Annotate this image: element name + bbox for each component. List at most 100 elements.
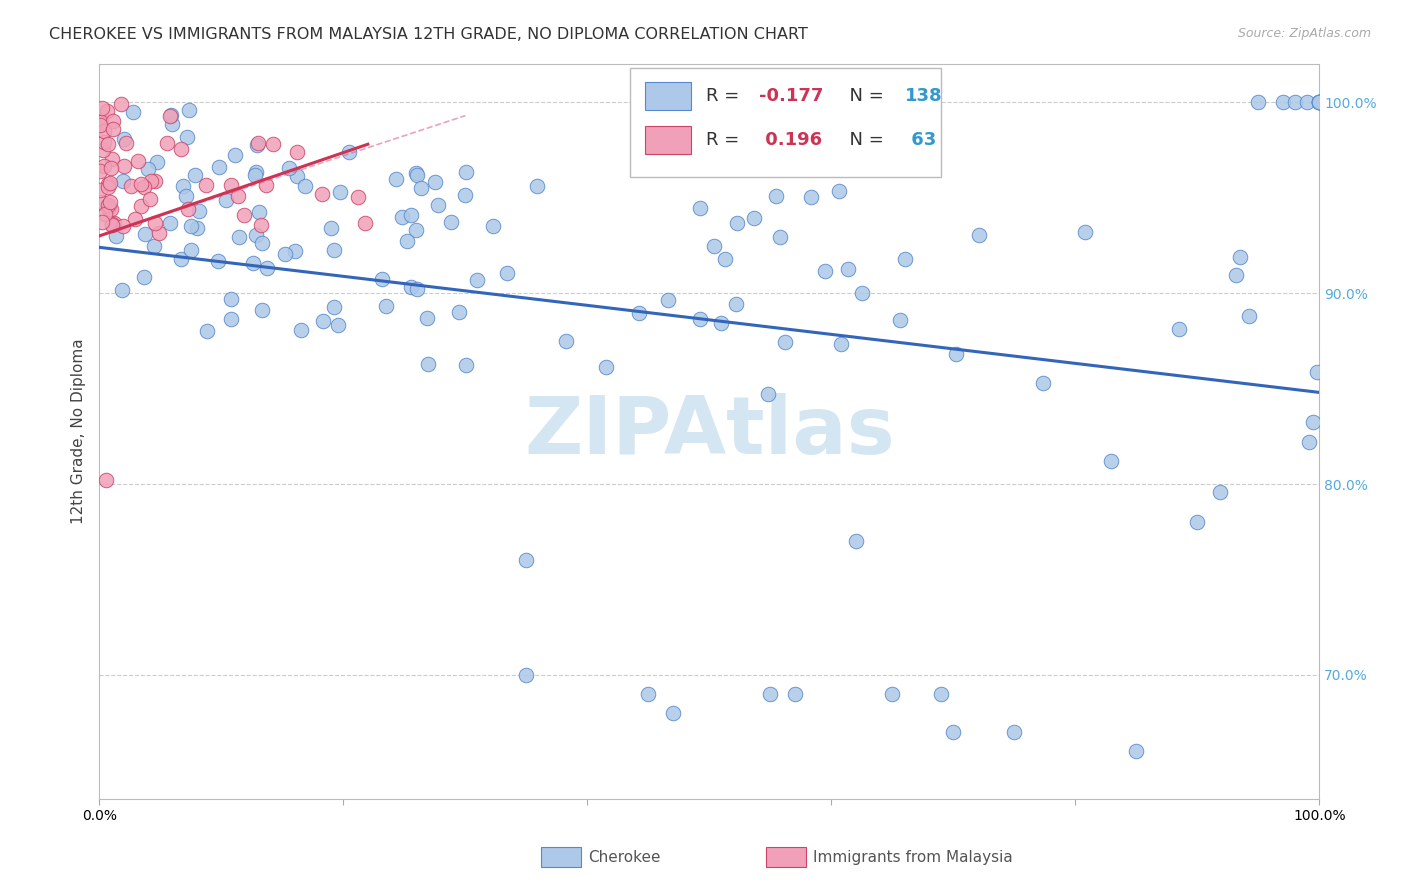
Text: ZIPAtlas: ZIPAtlas [524,392,894,471]
Point [401,280,423,294]
Point [1237,309,1260,323]
Point [385,172,408,186]
Point [1298,435,1320,450]
Point [287,145,309,159]
FancyBboxPatch shape [630,68,941,177]
Text: N =: N = [838,131,889,149]
Point [555,334,578,349]
Point [115,136,138,150]
Point [172,179,194,194]
Point [246,138,269,153]
Text: Immigrants from Malaysia: Immigrants from Malaysia [813,850,1012,864]
Point [710,316,733,330]
Point [1099,454,1122,468]
Point [391,210,413,224]
Point [101,217,124,231]
Point [1209,485,1232,500]
Text: N =: N = [838,87,889,104]
Point [689,311,711,326]
Point [180,244,202,258]
Point [112,174,135,188]
Point [91,143,114,157]
Point [101,219,124,233]
Point [134,179,156,194]
Point [637,687,659,701]
Point [851,285,873,300]
Text: R =: R = [706,87,745,104]
Point [103,113,125,128]
Point [454,188,477,202]
Point [773,334,796,349]
Point [449,305,471,319]
Point [111,283,134,297]
Point [800,190,823,204]
Point [243,168,266,182]
Point [465,273,488,287]
Point [112,132,135,146]
Point [129,199,152,213]
Point [96,103,118,118]
Point [481,219,503,233]
Point [329,186,352,200]
Point [148,226,170,240]
Point [97,137,120,152]
Point [183,168,205,182]
Point [177,202,200,216]
Point [882,687,904,701]
Text: 0.196: 0.196 [759,131,823,149]
Point [180,219,202,234]
Point [100,202,122,216]
Point [207,253,229,268]
Point [714,252,737,267]
Text: 63: 63 [904,131,936,149]
Point [134,270,156,285]
Point [94,207,117,221]
Point [250,218,273,232]
Point [187,204,209,219]
FancyBboxPatch shape [645,126,692,153]
Point [396,235,419,249]
Point [146,154,169,169]
Point [416,358,439,372]
Point [828,184,851,198]
Point [1296,95,1319,110]
Point [274,247,297,261]
Point [262,137,284,152]
Point [127,153,149,168]
Point [1168,322,1191,336]
Point [837,262,859,277]
Point [139,174,162,188]
Point [889,313,911,327]
Point [93,136,115,150]
Point [94,473,117,487]
Point [1187,515,1209,529]
Point [110,97,132,112]
Point [637,154,659,169]
Point [945,347,967,361]
Point [170,142,193,156]
Point [294,179,316,194]
Point [174,188,197,202]
Point [134,227,156,241]
Point [1032,376,1054,391]
Point [256,261,278,276]
Point [756,386,779,401]
Point [228,229,250,244]
Point [1308,95,1330,110]
Point [97,201,120,215]
Point [724,297,747,311]
Point [1225,268,1247,283]
Point [439,214,461,228]
Point [284,244,307,259]
Text: R =: R = [706,131,745,149]
Point [242,256,264,270]
Point [371,272,394,286]
Point [323,243,346,257]
Text: -0.177: -0.177 [759,87,824,104]
Y-axis label: 12th Grade, No Diploma: 12th Grade, No Diploma [72,339,86,524]
Point [967,228,990,243]
Point [124,212,146,227]
Point [496,266,519,280]
Point [725,216,748,230]
Point [121,105,143,120]
